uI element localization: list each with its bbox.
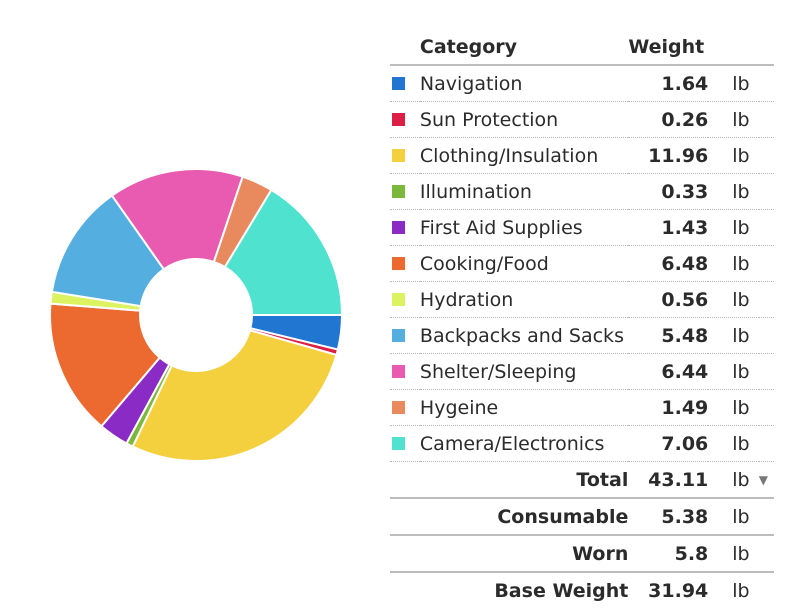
legend-swatch (392, 184, 405, 198)
weight-unit: lb (708, 571, 759, 608)
legend-swatch (392, 400, 405, 414)
legend-swatch (392, 364, 405, 378)
category-name: Shelter/Sleeping (419, 353, 629, 390)
category-weight: 0.33 (628, 173, 709, 210)
worn-row: Worn 5.8 lb (390, 534, 774, 572)
table-row: Backpacks and Sacks 5.48 lb (390, 317, 774, 354)
total-label: Total (576, 468, 629, 491)
legend-swatch-cell (390, 209, 420, 246)
consumable-row: Consumable 5.38 lb (390, 497, 774, 535)
legend-swatch (392, 112, 405, 126)
legend-swatch-cell (390, 281, 420, 318)
table-row: Hydration 0.56 lb (390, 281, 774, 318)
donut-chart-svg (49, 168, 344, 462)
category-name: Clothing/Insulation (419, 137, 629, 174)
table-row: Illumination 0.33 lb (390, 173, 774, 210)
category-weight: 11.96 (628, 137, 709, 174)
table-row: Hygeine 1.49 lb (390, 389, 774, 426)
slice-camera-electronics[interactable] (223, 188, 344, 316)
category-weight: 5.48 (628, 317, 709, 354)
consumable-label: Consumable (390, 497, 629, 535)
legend-swatch (392, 436, 405, 450)
legend-swatch (392, 328, 405, 342)
legend-swatch-cell (390, 353, 420, 390)
weight-unit: lb (732, 468, 750, 491)
weight-unit: lb (708, 497, 759, 535)
category-weight: 7.06 (628, 425, 709, 462)
consumable-weight: 5.38 (628, 497, 709, 535)
table-header: Category Weight (390, 30, 774, 66)
donut-chart (36, 155, 356, 475)
weight-unit: lb (708, 389, 759, 426)
base-weight: 31.94 (628, 571, 709, 608)
weight-table: Category Weight Navigation 1.64 lb Sun Prot… (390, 30, 774, 608)
weight-unit: lb (708, 353, 759, 390)
legend-swatch (392, 148, 405, 162)
legend-swatch-cell (390, 173, 420, 210)
legend-swatch (392, 256, 405, 270)
weight-unit: lb (708, 173, 759, 210)
table-row: Camera/Electronics 7.06 lb (390, 425, 774, 462)
category-name: Camera/Electronics (419, 425, 629, 462)
legend-swatch-cell (390, 245, 420, 282)
table-row: Clothing/Insulation 11.96 lb (390, 137, 774, 174)
table-row: Cooking/Food 6.48 lb (390, 245, 774, 282)
legend-swatch-cell (390, 65, 420, 102)
legend-swatch (392, 220, 405, 234)
total-weight: 43.11 (648, 468, 709, 491)
weight-unit: lb (708, 317, 759, 354)
category-name: Illumination (419, 173, 629, 210)
slice-clothing-insulation[interactable] (131, 329, 338, 462)
slice-shelter-sleeping[interactable] (110, 168, 244, 271)
weight-header: Weight (628, 30, 774, 66)
category-weight: 1.49 (628, 389, 709, 426)
caret-down-icon[interactable]: ▼ (758, 472, 769, 487)
worn-label: Worn (390, 534, 629, 572)
category-name: Cooking/Food (419, 245, 629, 282)
weight-unit: lb (708, 245, 759, 282)
legend-swatch (392, 76, 405, 90)
table-row: Sun Protection 0.26 lb (390, 101, 774, 138)
weight-unit: lb (708, 281, 759, 318)
table-row: Navigation 1.64 lb (390, 65, 774, 102)
legend-swatch-cell (390, 317, 420, 354)
category-name: Hydration (419, 281, 629, 318)
total-row: Total 43.11 lb ▼ (390, 462, 774, 499)
category-header: Category (419, 30, 629, 66)
base-row: Base Weight 31.94 lb (390, 571, 774, 608)
category-name: First Aid Supplies (419, 209, 629, 246)
category-weight: 0.26 (628, 101, 709, 138)
category-name: Sun Protection (419, 101, 629, 138)
weight-unit: lb (708, 534, 759, 572)
category-name: Hygeine (419, 389, 629, 426)
category-weight: 0.56 (628, 281, 709, 318)
category-weight: 6.48 (628, 245, 709, 282)
weight-unit: lb (708, 137, 759, 174)
category-name: Backpacks and Sacks (419, 317, 629, 354)
worn-weight: 5.8 (628, 534, 709, 572)
legend-swatch-cell (390, 137, 420, 174)
legend-swatch-cell (390, 101, 420, 138)
legend-swatch-cell (390, 425, 420, 462)
weight-unit: lb (708, 425, 759, 462)
table-row: Shelter/Sleeping 6.44 lb (390, 353, 774, 390)
base-label: Base Weight (390, 571, 629, 608)
category-weight: 1.64 (628, 65, 709, 102)
weight-unit: lb (708, 101, 759, 138)
category-name: Navigation (419, 65, 629, 102)
weight-unit: lb (708, 65, 759, 102)
legend-swatch-cell (390, 389, 420, 426)
category-weight: 1.43 (628, 209, 709, 246)
category-weight: 6.44 (628, 353, 709, 390)
legend-swatch (392, 292, 405, 306)
table-row: First Aid Supplies 1.43 lb (390, 209, 774, 246)
slice-cooking-food[interactable] (49, 302, 162, 428)
weight-unit: lb (708, 209, 759, 246)
